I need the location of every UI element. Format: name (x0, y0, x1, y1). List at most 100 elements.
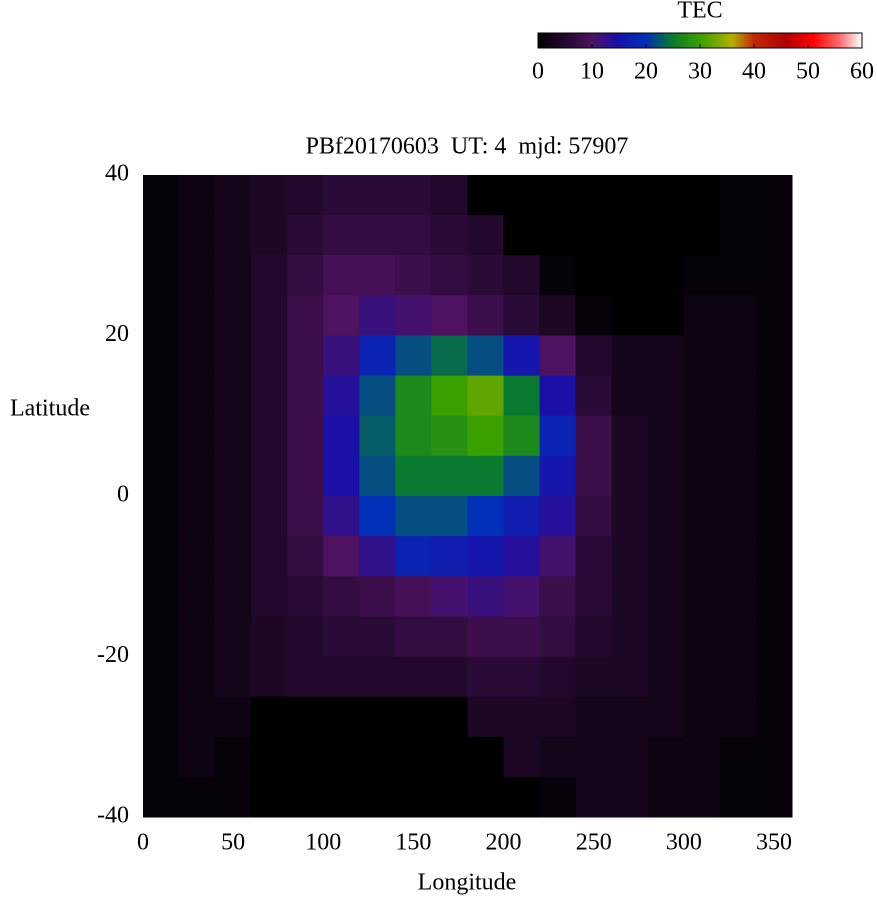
heat-cell (215, 496, 252, 537)
colorbar-tick-label: 60 (850, 59, 874, 85)
colorbar-segment (842, 33, 845, 48)
x-tick-label: 300 (666, 830, 702, 856)
heat-cell (647, 175, 685, 216)
heat-cell (287, 455, 324, 497)
heat-cell (431, 696, 468, 738)
heat-cell (215, 616, 252, 657)
colorbar-segment (594, 33, 597, 48)
heat-cell (575, 736, 613, 778)
heat-cell (395, 455, 432, 497)
colorbar-segment (706, 33, 709, 48)
heat-cell (755, 496, 793, 537)
heat-cell (467, 255, 505, 296)
colorbar-segment (552, 33, 555, 48)
colorbar-segment (632, 33, 635, 48)
heat-cell (611, 375, 649, 417)
heat-cell (719, 696, 757, 738)
colorbar-segment (540, 33, 543, 48)
heat-cell (467, 776, 505, 818)
colorbar-segment (628, 33, 631, 48)
heat-cell (179, 696, 216, 738)
colorbar-tick-label: 30 (688, 59, 712, 85)
heat-cell (143, 656, 180, 698)
heat-cell (467, 335, 505, 377)
heat-cell (719, 455, 757, 497)
colorbar-segment (808, 33, 811, 48)
colorbar-segment (762, 33, 765, 48)
colorbar-segment (708, 33, 711, 48)
heat-cell (431, 335, 468, 377)
heat-cell (431, 375, 468, 417)
y-tick-label: 20 (105, 321, 129, 347)
heat-cell (395, 415, 432, 457)
heat-cell (503, 415, 541, 457)
heat-cell (143, 335, 180, 377)
heat-cell (719, 255, 757, 296)
heat-cell (755, 616, 793, 657)
colorbar-segment (844, 33, 847, 48)
colorbar-segment (578, 33, 581, 48)
heat-cell (143, 736, 180, 778)
heat-cell (287, 776, 324, 818)
heat-cell (251, 375, 288, 417)
colorbar-segment (556, 33, 559, 48)
colorbar-segment (682, 33, 685, 48)
heat-cell (503, 215, 541, 256)
colorbar-segment (768, 33, 771, 48)
heat-cell (215, 656, 252, 698)
colorbar-segment (664, 33, 667, 48)
heat-cell (575, 415, 613, 457)
colorbar-segment (648, 33, 651, 48)
heat-cell (575, 576, 613, 617)
heat-cell (395, 616, 432, 657)
heat-cell (179, 736, 216, 778)
heat-cell (611, 215, 649, 256)
heat-cell (575, 375, 613, 417)
colorbar-segment (776, 33, 779, 48)
heat-cell (611, 455, 649, 497)
heat-cell (611, 576, 649, 617)
heat-cell (539, 455, 577, 497)
heat-cell (719, 536, 757, 577)
colorbar-segment (654, 33, 657, 48)
heat-cell (719, 576, 757, 617)
heat-cell (431, 255, 468, 296)
colorbar-segment (690, 33, 693, 48)
heat-cell (143, 455, 180, 497)
heat-cell (179, 215, 216, 256)
heat-cell (359, 536, 396, 577)
colorbar-segment (560, 33, 563, 48)
heat-cell (719, 415, 757, 457)
heat-cell (647, 656, 685, 698)
heat-cell (683, 335, 721, 377)
colorbar-segment (834, 33, 837, 48)
colorbar-segment (758, 33, 761, 48)
heat-cell (143, 255, 180, 296)
heat-cell (287, 295, 324, 336)
heat-cell (467, 616, 505, 657)
colorbar-segment (574, 33, 577, 48)
colorbar-segment (672, 33, 675, 48)
y-axis-label: Latitude (10, 396, 90, 422)
heat-cell (395, 776, 432, 818)
heat-cell (719, 295, 757, 336)
heat-cell (431, 175, 468, 216)
colorbar-segment (824, 33, 827, 48)
heat-cell (359, 255, 396, 296)
colorbar-segment (608, 33, 611, 48)
heat-cell (611, 255, 649, 296)
heat-cell (755, 696, 793, 738)
heat-cell (683, 736, 721, 778)
heat-cell (287, 656, 324, 698)
heat-cell (575, 175, 613, 216)
heat-cell (647, 616, 685, 657)
heat-cell (719, 616, 757, 657)
heat-cell (287, 616, 324, 657)
colorbar-tick-label: 50 (796, 59, 820, 85)
heat-cell (323, 295, 360, 336)
heat-cell (359, 736, 396, 778)
heat-cell (431, 656, 468, 698)
colorbar-segment (550, 33, 553, 48)
colorbar-segment (826, 33, 829, 48)
colorbar-segment (614, 33, 617, 48)
